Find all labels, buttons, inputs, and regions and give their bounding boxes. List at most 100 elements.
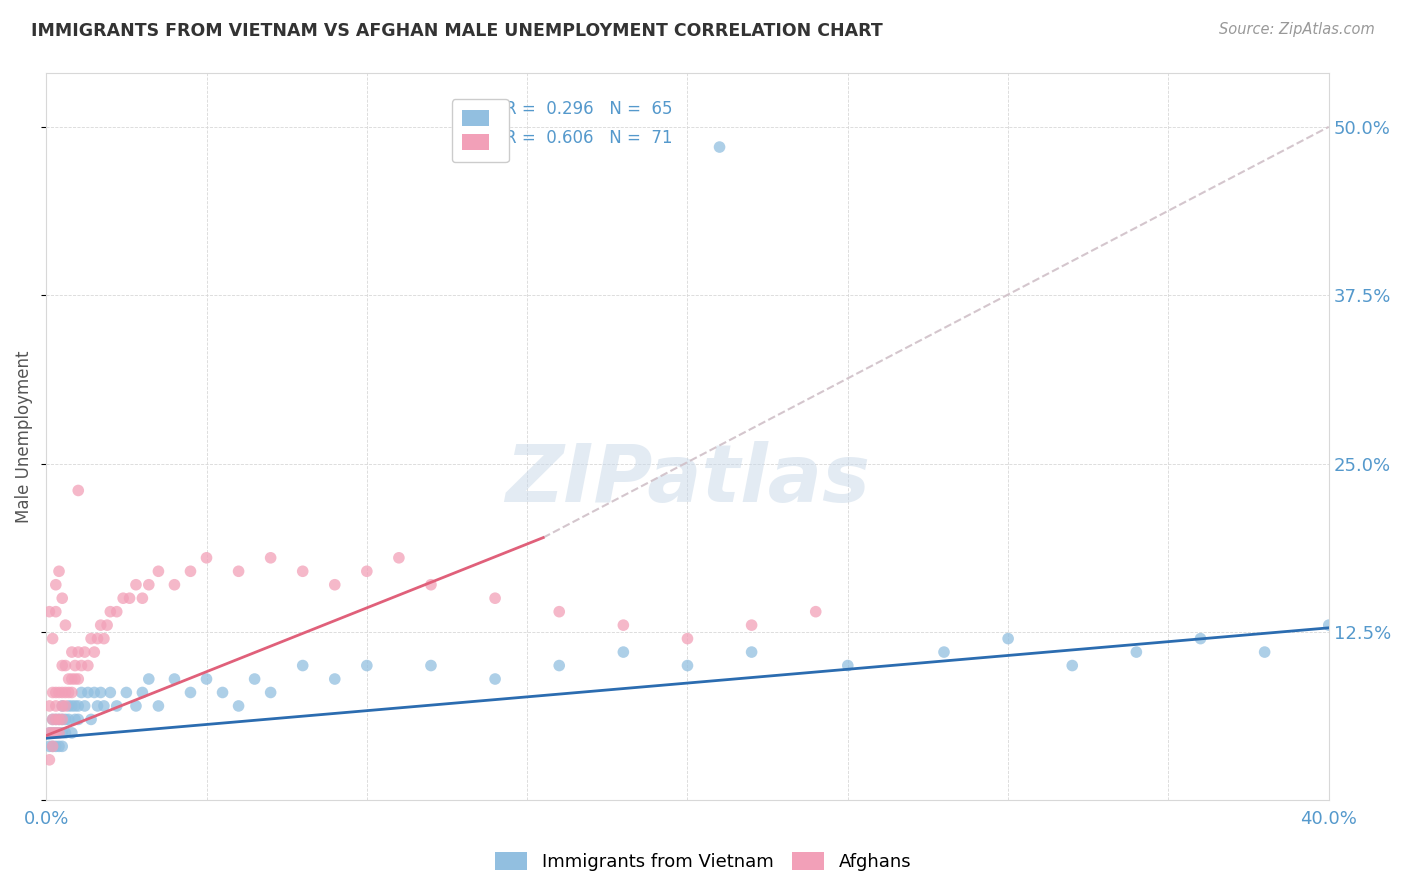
Y-axis label: Male Unemployment: Male Unemployment <box>15 351 32 523</box>
Point <box>41 713 63 727</box>
Point <box>388 550 411 565</box>
Point <box>51 698 73 713</box>
Point <box>741 618 763 632</box>
Point <box>41 739 63 754</box>
Point <box>55 726 77 740</box>
Point <box>51 726 73 740</box>
Point <box>837 658 859 673</box>
Point <box>676 658 699 673</box>
Point <box>38 605 60 619</box>
Point <box>179 564 201 578</box>
Point <box>45 739 67 754</box>
Point <box>48 564 70 578</box>
Point <box>548 605 571 619</box>
Point <box>125 698 148 713</box>
Point <box>45 726 67 740</box>
Point <box>55 713 77 727</box>
Point <box>323 578 346 592</box>
Point <box>484 672 506 686</box>
Point <box>45 713 67 727</box>
Point <box>741 645 763 659</box>
Point <box>45 685 67 699</box>
Point <box>1189 632 1212 646</box>
Point <box>48 726 70 740</box>
Point <box>63 713 86 727</box>
Point <box>291 658 314 673</box>
Point <box>67 645 90 659</box>
Point <box>112 591 135 606</box>
Point <box>60 645 83 659</box>
Point <box>63 698 86 713</box>
Point <box>163 672 186 686</box>
Point <box>41 726 63 740</box>
Point <box>48 685 70 699</box>
Point <box>38 698 60 713</box>
Point <box>93 632 115 646</box>
Point <box>98 605 121 619</box>
Point <box>356 564 378 578</box>
Point <box>179 685 201 699</box>
Point <box>612 618 634 632</box>
Point <box>58 698 80 713</box>
Point <box>48 739 70 754</box>
Point <box>60 698 83 713</box>
Text: R =  0.606   N =  71: R = 0.606 N = 71 <box>505 129 673 147</box>
Point <box>60 726 83 740</box>
Point <box>80 632 103 646</box>
Point <box>163 578 186 592</box>
Point <box>1062 658 1084 673</box>
Point <box>484 591 506 606</box>
Point <box>70 658 93 673</box>
Point <box>118 591 141 606</box>
Point <box>45 713 67 727</box>
Point <box>709 140 731 154</box>
Point <box>45 578 67 592</box>
Point <box>58 672 80 686</box>
Point <box>51 713 73 727</box>
Point <box>804 605 827 619</box>
Point <box>90 618 112 632</box>
Point <box>195 550 218 565</box>
Legend: Immigrants from Vietnam, Afghans: Immigrants from Vietnam, Afghans <box>488 846 918 879</box>
Point <box>612 645 634 659</box>
Point <box>932 645 955 659</box>
Point <box>48 713 70 727</box>
Text: IMMIGRANTS FROM VIETNAM VS AFGHAN MALE UNEMPLOYMENT CORRELATION CHART: IMMIGRANTS FROM VIETNAM VS AFGHAN MALE U… <box>31 22 883 40</box>
Text: ZIPatlas: ZIPatlas <box>505 442 870 519</box>
Point <box>86 632 108 646</box>
Point <box>148 698 170 713</box>
Point <box>86 698 108 713</box>
Point <box>41 726 63 740</box>
Point <box>93 698 115 713</box>
Point <box>38 726 60 740</box>
Point <box>131 685 153 699</box>
Point <box>131 591 153 606</box>
Point <box>41 739 63 754</box>
Point <box>73 698 96 713</box>
Point <box>41 685 63 699</box>
Point <box>259 550 281 565</box>
Point <box>125 578 148 592</box>
Point <box>51 713 73 727</box>
Point <box>51 658 73 673</box>
Point <box>228 698 250 713</box>
Point <box>323 672 346 686</box>
Point <box>676 632 699 646</box>
Point <box>73 645 96 659</box>
Point <box>83 645 105 659</box>
Point <box>105 605 128 619</box>
Point <box>1253 645 1275 659</box>
Point <box>77 685 100 699</box>
Point <box>80 713 103 727</box>
Point <box>63 672 86 686</box>
Point <box>67 698 90 713</box>
Point <box>70 685 93 699</box>
Point <box>195 672 218 686</box>
Point <box>67 713 90 727</box>
Point <box>41 713 63 727</box>
Point <box>58 685 80 699</box>
Point <box>45 726 67 740</box>
Point <box>63 658 86 673</box>
Point <box>48 713 70 727</box>
Point <box>60 672 83 686</box>
